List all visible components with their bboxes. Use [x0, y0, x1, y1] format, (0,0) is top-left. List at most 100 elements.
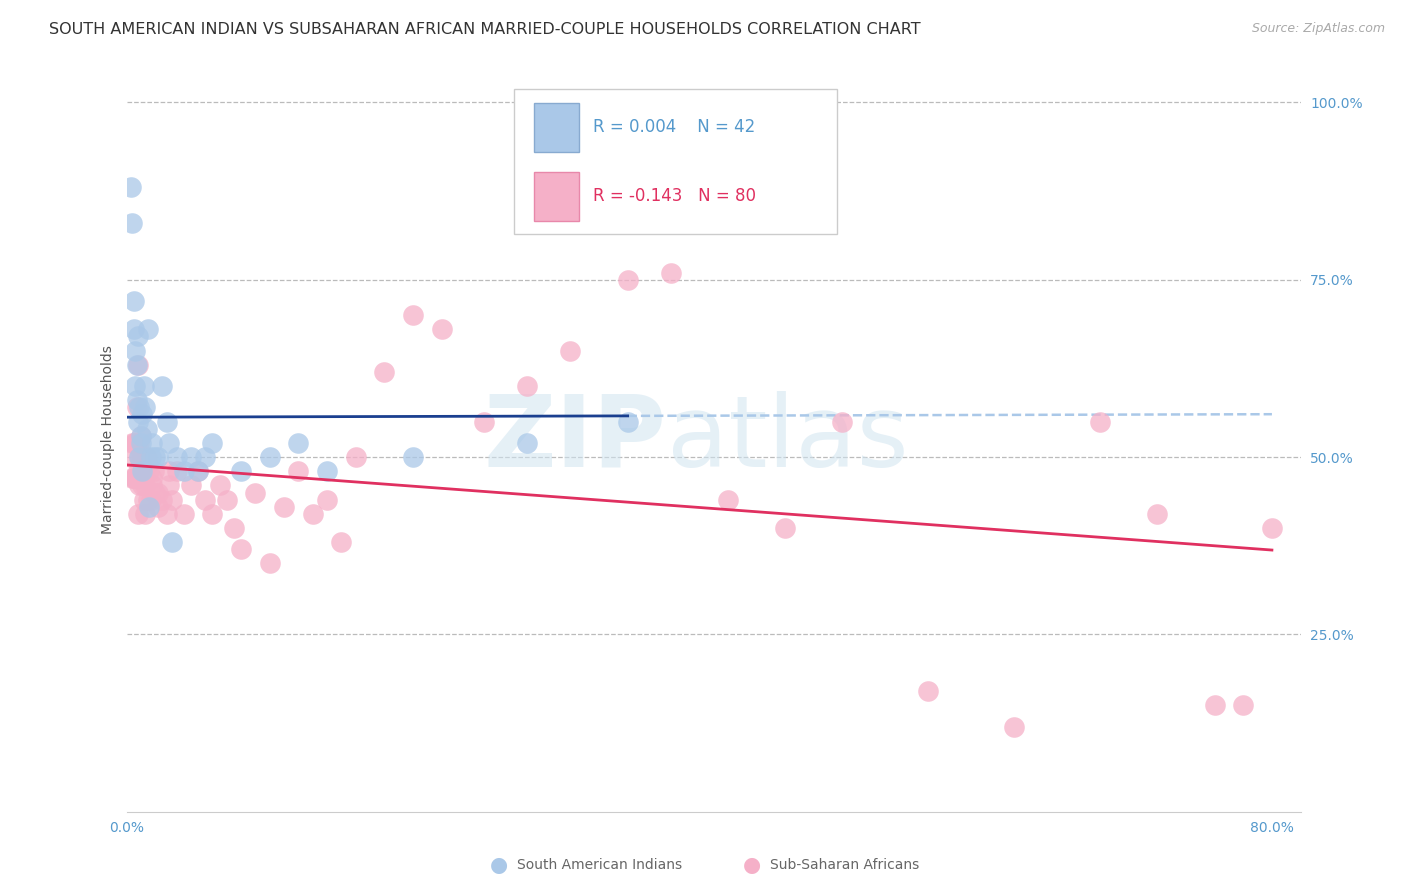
Point — [132, 464, 155, 478]
Point — [229, 542, 252, 557]
Point — [402, 450, 425, 464]
Point — [141, 471, 163, 485]
Y-axis label: Married-couple Households: Married-couple Households — [101, 345, 115, 533]
Point — [1146, 507, 1168, 521]
Point — [132, 379, 155, 393]
Text: SOUTH AMERICAN INDIAN VS SUBSAHARAN AFRICAN MARRIED-COUPLE HOUSEHOLDS CORRELATIO: SOUTH AMERICAN INDIAN VS SUBSAHARAN AFRI… — [49, 22, 921, 37]
Point — [128, 401, 150, 415]
Point — [194, 492, 217, 507]
Text: South American Indians: South American Indians — [517, 858, 682, 872]
Point — [129, 450, 152, 464]
Point — [139, 450, 162, 464]
Point — [201, 435, 224, 450]
Point — [122, 471, 145, 485]
Point — [134, 507, 156, 521]
Point — [132, 471, 155, 485]
Point — [125, 393, 148, 408]
Point — [134, 478, 156, 492]
Point — [142, 464, 165, 478]
Point — [124, 471, 146, 485]
Point — [156, 415, 179, 429]
Point — [201, 507, 224, 521]
Point — [1002, 720, 1025, 734]
Point — [402, 308, 425, 322]
Point — [131, 408, 153, 422]
Point — [215, 492, 238, 507]
Point — [273, 500, 295, 514]
Point — [208, 478, 231, 492]
Point — [120, 180, 142, 194]
Point — [143, 485, 166, 500]
Point — [121, 471, 143, 485]
Point — [127, 507, 149, 521]
Point — [659, 266, 682, 280]
Point — [129, 471, 152, 485]
Point — [222, 521, 245, 535]
Text: atlas: atlas — [666, 391, 908, 488]
Point — [159, 435, 181, 450]
Point — [146, 485, 169, 500]
Point — [616, 273, 638, 287]
Point — [131, 450, 153, 464]
Point — [127, 329, 149, 343]
Point — [139, 492, 162, 507]
Point — [166, 450, 188, 464]
Point — [136, 457, 159, 471]
Text: R = 0.004    N = 42: R = 0.004 N = 42 — [592, 119, 755, 136]
Point — [135, 450, 157, 464]
Point — [125, 401, 148, 415]
Point — [125, 358, 148, 372]
Point — [373, 365, 395, 379]
Point — [127, 415, 149, 429]
Point — [1088, 415, 1111, 429]
Point — [287, 464, 309, 478]
Point — [132, 492, 155, 507]
Point — [129, 429, 152, 443]
Point — [131, 478, 153, 492]
Point — [180, 478, 202, 492]
Point — [127, 464, 149, 478]
Point — [146, 500, 169, 514]
Point — [166, 464, 188, 478]
Point — [124, 471, 146, 485]
Point — [1204, 698, 1226, 713]
Point — [122, 293, 145, 308]
Point — [162, 535, 184, 549]
Point — [127, 358, 149, 372]
Point — [122, 322, 145, 336]
Point — [128, 435, 150, 450]
Point — [831, 415, 853, 429]
Point — [1261, 521, 1284, 535]
Point — [121, 435, 143, 450]
Point — [138, 500, 160, 514]
Point — [150, 492, 173, 507]
Point — [516, 379, 538, 393]
Point — [134, 401, 156, 415]
Point — [187, 464, 209, 478]
Point — [141, 435, 163, 450]
Point — [128, 450, 150, 464]
Point — [141, 478, 163, 492]
Point — [129, 435, 152, 450]
Point — [1232, 698, 1254, 713]
Point — [122, 435, 145, 450]
Point — [143, 450, 166, 464]
Point — [194, 450, 217, 464]
Point — [120, 450, 142, 464]
Text: ZIP: ZIP — [484, 391, 666, 488]
Point — [146, 450, 169, 464]
Point — [124, 379, 146, 393]
Point — [259, 450, 281, 464]
Point — [162, 492, 184, 507]
Point — [516, 435, 538, 450]
Text: Source: ZipAtlas.com: Source: ZipAtlas.com — [1251, 22, 1385, 36]
Point — [560, 343, 582, 358]
Point — [173, 507, 195, 521]
Point — [330, 535, 353, 549]
Point — [138, 464, 160, 478]
Point — [187, 464, 209, 478]
Text: Sub-Saharan Africans: Sub-Saharan Africans — [770, 858, 920, 872]
Point — [128, 450, 150, 464]
Bar — [534, 103, 578, 152]
Bar — [534, 172, 578, 220]
